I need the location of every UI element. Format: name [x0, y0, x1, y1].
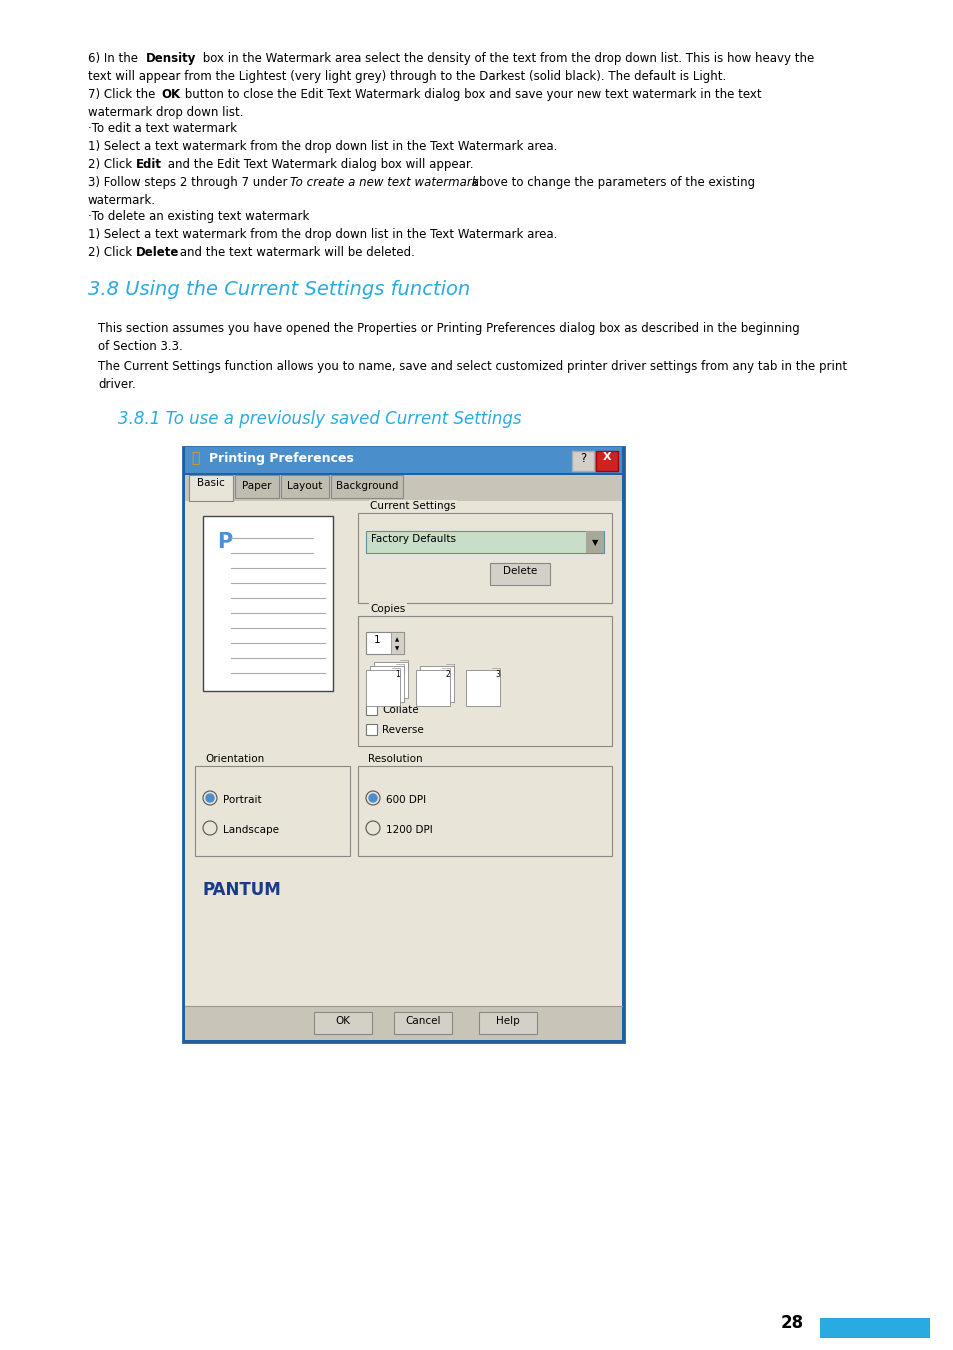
Text: Edit: Edit [136, 158, 162, 171]
Text: 3.8 Using the Current Settings function: 3.8 Using the Current Settings function [88, 279, 470, 298]
FancyBboxPatch shape [366, 531, 603, 554]
Text: Orientation: Orientation [205, 755, 264, 764]
Text: OK: OK [335, 1017, 350, 1026]
FancyBboxPatch shape [596, 451, 618, 471]
Text: Factory Defaults: Factory Defaults [371, 535, 456, 544]
Text: ?: ? [579, 452, 585, 464]
Text: driver.: driver. [98, 378, 135, 392]
Text: Cancel: Cancel [405, 1017, 440, 1026]
FancyBboxPatch shape [374, 662, 408, 698]
Text: Density: Density [146, 53, 196, 65]
Text: P: P [216, 532, 232, 552]
Text: Collate: Collate [381, 705, 418, 716]
FancyBboxPatch shape [391, 632, 403, 653]
Text: and the text watermark will be deleted.: and the text watermark will be deleted. [175, 246, 415, 259]
Text: Landscape: Landscape [223, 825, 278, 836]
Text: above to change the parameters of the existing: above to change the parameters of the ex… [468, 176, 755, 189]
Text: 600 DPI: 600 DPI [386, 795, 426, 805]
Text: 1) Select a text watermark from the drop down list in the Text Watermark area.: 1) Select a text watermark from the drop… [88, 228, 557, 242]
FancyBboxPatch shape [185, 1006, 621, 1040]
Text: OK: OK [161, 88, 180, 101]
FancyBboxPatch shape [394, 1012, 452, 1034]
Text: Delete: Delete [502, 566, 537, 576]
FancyBboxPatch shape [416, 670, 450, 706]
Text: 3) Follow steps 2 through 7 under: 3) Follow steps 2 through 7 under [88, 176, 291, 189]
Text: ·To edit a text watermark: ·To edit a text watermark [88, 122, 236, 135]
Text: 2: 2 [445, 670, 450, 679]
Text: The Current Settings function allows you to name, save and select customized pri: The Current Settings function allows you… [98, 360, 846, 373]
FancyBboxPatch shape [185, 447, 621, 472]
Text: Delete: Delete [136, 246, 179, 259]
Text: button to close the Edit Text Watermark dialog box and save your new text waterm: button to close the Edit Text Watermark … [181, 88, 760, 101]
Text: ⎙: ⎙ [191, 451, 199, 464]
FancyBboxPatch shape [366, 703, 376, 716]
Text: Background: Background [335, 481, 397, 491]
FancyBboxPatch shape [478, 1012, 537, 1034]
Text: 2) Click: 2) Click [88, 158, 135, 171]
FancyBboxPatch shape [203, 516, 333, 691]
Text: 1: 1 [374, 634, 380, 645]
Text: Layout: Layout [287, 481, 322, 491]
Text: ·To delete an existing text watermark: ·To delete an existing text watermark [88, 211, 309, 223]
Text: PANTUM: PANTUM [203, 882, 281, 899]
FancyBboxPatch shape [314, 1012, 372, 1034]
FancyBboxPatch shape [281, 475, 329, 498]
Text: Reverse: Reverse [381, 725, 423, 734]
FancyBboxPatch shape [185, 475, 621, 501]
FancyBboxPatch shape [183, 447, 623, 1042]
Text: Portrait: Portrait [223, 795, 261, 805]
Text: Copies: Copies [370, 603, 405, 614]
FancyBboxPatch shape [572, 451, 594, 471]
Text: X: X [602, 452, 611, 462]
Text: watermark.: watermark. [88, 194, 156, 207]
Text: 1) Select a text watermark from the drop down list in the Text Watermark area.: 1) Select a text watermark from the drop… [88, 140, 557, 153]
FancyBboxPatch shape [820, 1318, 929, 1338]
Text: 3: 3 [495, 670, 499, 679]
FancyBboxPatch shape [234, 475, 278, 498]
Text: Printing Preferences: Printing Preferences [209, 452, 354, 464]
FancyBboxPatch shape [585, 531, 603, 554]
Text: 7) Click the: 7) Click the [88, 88, 159, 101]
Text: text will appear from the Lightest (very light grey) through to the Darkest (sol: text will appear from the Lightest (very… [88, 70, 725, 82]
Text: Resolution: Resolution [368, 755, 422, 764]
Circle shape [206, 794, 213, 802]
Text: Current Settings: Current Settings [370, 501, 456, 512]
Text: 6) In the: 6) In the [88, 53, 142, 65]
Text: 2) Click: 2) Click [88, 246, 135, 259]
Text: watermark drop down list.: watermark drop down list. [88, 107, 243, 119]
Text: Basic: Basic [197, 478, 225, 487]
Circle shape [369, 794, 376, 802]
Text: 1200 DPI: 1200 DPI [386, 825, 433, 836]
FancyBboxPatch shape [366, 670, 399, 706]
Text: Help: Help [496, 1017, 519, 1026]
Text: of Section 3.3.: of Section 3.3. [98, 340, 183, 352]
Text: 1: 1 [395, 670, 399, 679]
FancyBboxPatch shape [490, 563, 550, 585]
Text: ▲: ▲ [395, 637, 399, 643]
Text: 3.8.1 To use a previously saved Current Settings: 3.8.1 To use a previously saved Current … [118, 410, 521, 428]
FancyBboxPatch shape [419, 666, 454, 702]
FancyBboxPatch shape [189, 475, 233, 501]
Text: This section assumes you have opened the Properties or Printing Preferences dial: This section assumes you have opened the… [98, 323, 799, 335]
FancyBboxPatch shape [370, 666, 403, 702]
FancyBboxPatch shape [366, 632, 403, 653]
Text: Paper: Paper [242, 481, 272, 491]
FancyBboxPatch shape [185, 501, 621, 1006]
Text: box in the Watermark area select the density of the text from the drop down list: box in the Watermark area select the den… [199, 53, 814, 65]
Text: To create a new text watermark: To create a new text watermark [290, 176, 478, 189]
Text: 28: 28 [781, 1314, 803, 1332]
Text: ▼: ▼ [395, 647, 399, 651]
FancyBboxPatch shape [366, 724, 376, 734]
Text: and the Edit Text Watermark dialog box will appear.: and the Edit Text Watermark dialog box w… [164, 158, 473, 171]
Text: ▼: ▼ [591, 539, 598, 548]
FancyBboxPatch shape [465, 670, 499, 706]
FancyBboxPatch shape [331, 475, 402, 498]
